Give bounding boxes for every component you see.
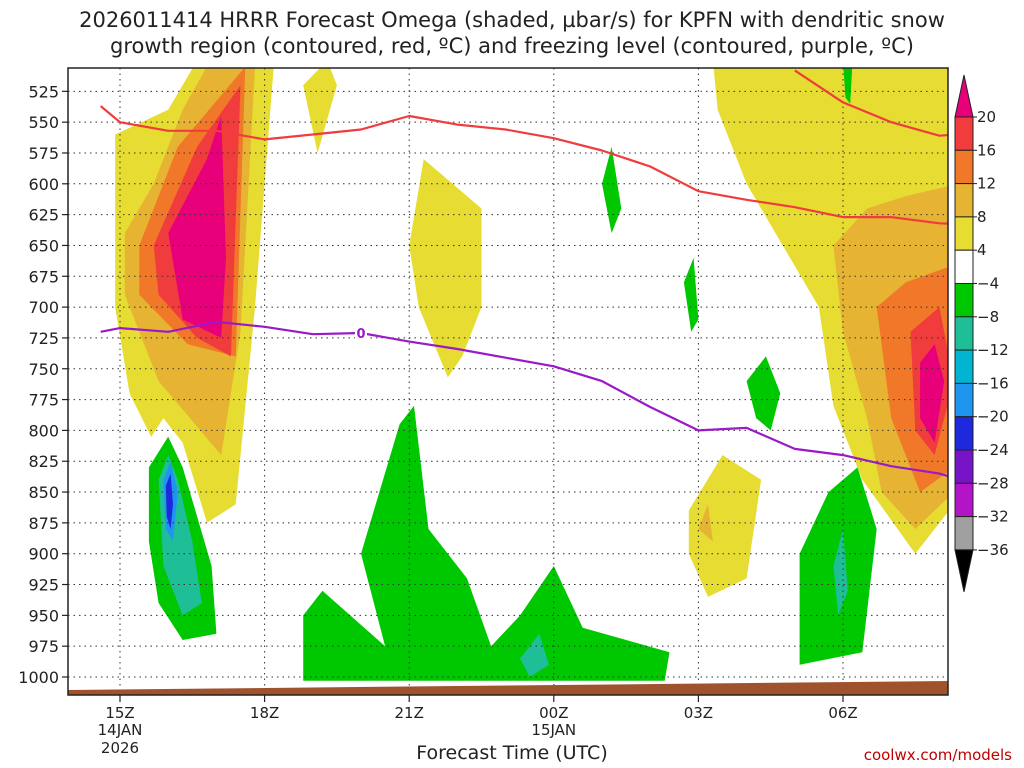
colorbar-label-13: −36 (977, 541, 1009, 559)
y-tick-label-675: 675 (28, 267, 59, 286)
colorbar-label-3: 8 (977, 208, 987, 226)
y-tick-label-825: 825 (28, 452, 59, 471)
x-tick-label-21Z: 21Z (395, 704, 424, 722)
colorbar-top-arrow (954, 74, 974, 118)
y-tick-label-775: 775 (28, 391, 59, 410)
chart-title-line2: growth region (contoured, red, ºC) and f… (110, 34, 914, 58)
colorbar-label-11: −28 (977, 474, 1009, 492)
contours: 0 (99, 69, 948, 478)
omega-region-downward-pocket-0130z--8 (602, 146, 622, 234)
colorbar-label-6: −8 (977, 308, 999, 326)
chart-title-line1: 2026011414 HRRR Forecast Omega (shaded, … (79, 8, 945, 32)
x-tick-date-00Z: 15JAN (531, 721, 576, 739)
colorbar-swatch-5 (954, 249, 974, 284)
y-tick-label-575: 575 (28, 144, 59, 163)
y-tick-label-850: 850 (28, 483, 59, 502)
y-tick-label-800: 800 (28, 421, 59, 440)
colorbar-label-9: −20 (977, 408, 1009, 426)
y-tick-label-875: 875 (28, 514, 59, 533)
freezing-level-label-bg (355, 323, 367, 341)
y-tick-label-600: 600 (28, 175, 59, 194)
y-tick-label-625: 625 (28, 206, 59, 225)
omega-shading (115, 68, 948, 681)
colorbar-bottom-arrow (954, 549, 974, 593)
y-tick-label-550: 550 (28, 113, 59, 132)
omega-region-upward-pocket-1630z-4 (303, 68, 337, 153)
colorbar-swatch-12 (954, 482, 974, 518)
omega-region-downward-core-0630z--12 (833, 529, 848, 616)
colorbar-swatch-8 (954, 349, 974, 384)
colorbar-label-10: −24 (977, 441, 1009, 459)
y-axis: 525 550 575 600 625 650 675 700 725 750 775 800 825 8… (18, 82, 68, 687)
freezing-level-line (100, 320, 948, 478)
colorbar-swatch-2 (954, 149, 974, 185)
omega-region-downward-pocket-03z--8 (683, 257, 699, 332)
y-tick-label-700: 700 (28, 298, 59, 317)
y-tick-label-750: 750 (28, 360, 59, 379)
colorbar-swatch-13 (954, 516, 974, 551)
omega-region-upward-pocket-0330z-8 (698, 504, 713, 542)
y-tick-label-525: 525 (28, 82, 59, 101)
x-tick-year-15Z: 2026 (101, 739, 139, 757)
dgz-contour-upper-line (794, 69, 948, 137)
plot-frame (67, 67, 949, 696)
colorbar-swatch-11 (954, 449, 974, 484)
colorbar-swatch-6 (954, 283, 974, 318)
site-credit: coolwx.com/models (863, 746, 1012, 764)
grid (68, 68, 948, 695)
omega-region-downward-near-sfc--12 (520, 633, 549, 677)
colorbar-swatch-7 (954, 316, 974, 351)
colorbar-swatch-4 (954, 216, 974, 251)
colorbar-label-5: −4 (977, 275, 999, 293)
colorbar-label-1: 16 (977, 141, 996, 159)
x-tick-label-00Z: 00Z (539, 704, 568, 722)
y-tick-label-900: 900 (28, 545, 59, 564)
colorbar-swatch-10 (954, 416, 974, 451)
colorbar-label-4: 4 (977, 241, 987, 259)
y-tick-label-1000: 1000 (18, 668, 59, 687)
colorbar-swatch-9 (954, 382, 974, 418)
x-tick-label-15Z: 15Z (105, 704, 134, 722)
y-tick-label-725: 725 (28, 329, 59, 348)
omega-region-downward-near-sfc--8 (303, 405, 670, 681)
colorbar-label-7: −12 (977, 341, 1009, 359)
colorbar-label-0: 20 (977, 108, 996, 126)
omega-region-downward-core-16z--24 (165, 473, 173, 529)
omega-region-downward-pocket-0420z--8 (746, 356, 781, 431)
omega-region-upward-pocket-0330z-4 (688, 455, 762, 597)
colorbar-label-2: 12 (977, 175, 996, 193)
x-tick-date-15Z: 14JAN (98, 721, 143, 739)
x-tick-label-18Z: 18Z (250, 704, 279, 722)
x-axis-title: Forecast Time (UTC) (416, 742, 608, 764)
terrain-ground (68, 681, 948, 695)
y-tick-label-925: 925 (28, 576, 59, 595)
colorbar-swatch-3 (954, 183, 974, 218)
omega-region-upward-plume-15z-20 (168, 116, 226, 338)
colorbar-label-12: −32 (977, 508, 1009, 526)
omega-region-downward-pocket-0630z-top--8 (843, 68, 853, 104)
x-tick-label-06Z: 06Z (828, 704, 857, 722)
colorbar: 20 16 12 8 4 −4 −8 −12 −16 −20 −24 −28 −32 −36 (954, 74, 1009, 593)
dgz-contour-line (99, 105, 948, 225)
freezing-level-label: 0 (356, 327, 365, 342)
colorbar-label-8: −16 (977, 374, 1009, 392)
y-tick-label-650: 650 (28, 236, 59, 255)
x-tick-label-03Z: 03Z (684, 704, 713, 722)
y-tick-label-975: 975 (28, 637, 59, 656)
omega-region-upward-pocket-22z-4 (409, 159, 482, 378)
colorbar-swatch-1 (954, 116, 974, 151)
y-tick-label-950: 950 (28, 606, 59, 625)
